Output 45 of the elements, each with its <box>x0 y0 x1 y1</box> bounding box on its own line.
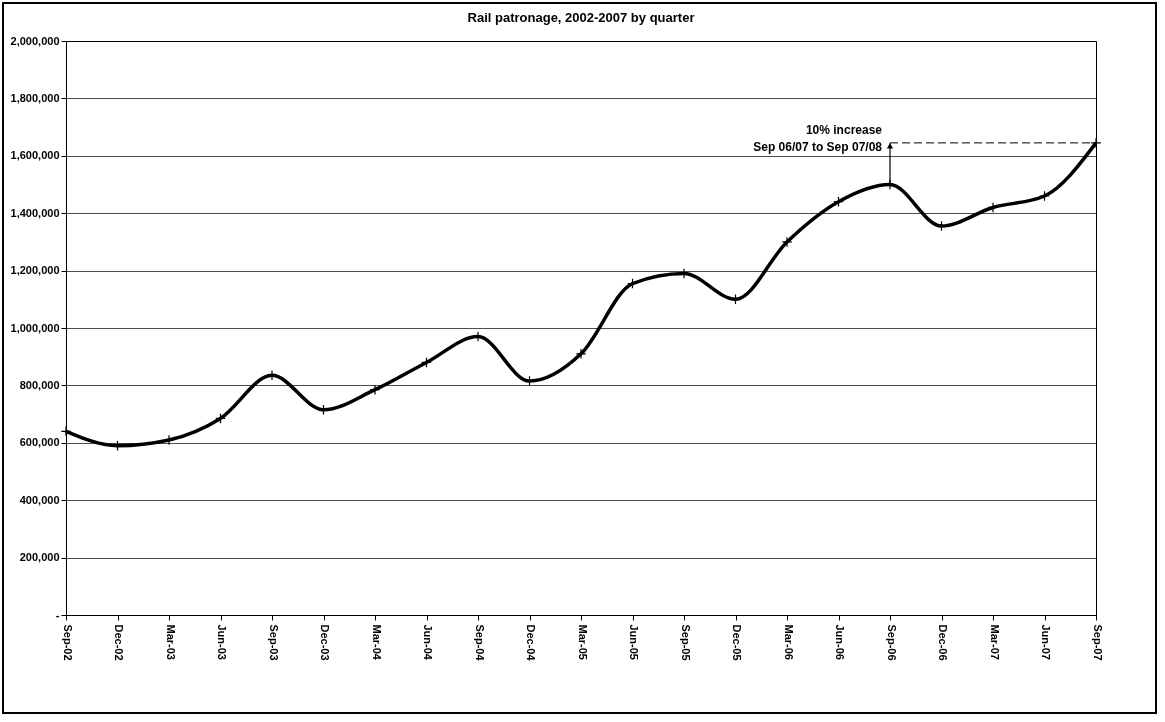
x-tick-label: Sep-03 <box>267 624 280 661</box>
point <box>575 348 587 360</box>
x-tick-label: Jun-07 <box>1040 624 1052 660</box>
x-tick-label: Jun-03 <box>216 624 228 660</box>
x-tick-label: Sep-05 <box>679 624 692 661</box>
x-tick-label: Sep-06 <box>885 624 898 661</box>
point <box>60 425 72 437</box>
point <box>1039 190 1050 202</box>
point <box>215 413 226 424</box>
x-tick-label: Dec-03 <box>319 624 331 661</box>
point <box>369 384 381 396</box>
x-tick-label: Mar-05 <box>576 624 589 660</box>
point <box>421 357 432 368</box>
x-tick-label: Jun-05 <box>628 624 640 660</box>
y-tick-label: - <box>55 608 60 621</box>
x-tick-label: Mar-06 <box>782 624 795 660</box>
x-tick-label: Sep-07 <box>1091 624 1104 661</box>
annotation: 10% increase Sep 06/07 to Sep 07/08 <box>753 122 883 154</box>
x-tick-label: Dec-06 <box>937 624 949 661</box>
y-tick-label: 600,000 <box>19 436 60 449</box>
y-tick-label: 2,000,000 <box>10 34 60 47</box>
x-tick-label: Sep-04 <box>473 624 486 662</box>
y-tick-label: 400,000 <box>19 493 60 506</box>
y-tick-label: 800,000 <box>19 378 60 391</box>
y-tick-label: 1,000,000 <box>10 321 60 334</box>
y-tick-label: 1,600,000 <box>10 149 60 162</box>
y-tick-label: 1,800,000 <box>10 91 60 104</box>
x-tick-label: Sep-02 <box>61 624 74 661</box>
x-tick-label: Mar-03 <box>164 624 177 660</box>
point <box>833 196 844 208</box>
x-tick-label: Dec-04 <box>525 624 537 662</box>
chart-title: Rail patronage, 2002-2007 by quarter <box>467 10 695 25</box>
y-tick-label: 1,200,000 <box>10 264 60 277</box>
y-tick-label: 1,400,000 <box>10 206 60 219</box>
x-tick-label: Mar-07 <box>988 624 1001 660</box>
point <box>1090 137 1102 149</box>
x-tick-label: Dec-05 <box>731 624 743 661</box>
x-tick-label: Dec-02 <box>113 624 125 661</box>
point <box>987 202 999 213</box>
point <box>627 278 638 289</box>
x-tick-label: Jun-04 <box>422 624 434 661</box>
x-tick-label: Jun-06 <box>834 624 846 660</box>
x-tick-label: Mar-04 <box>370 624 383 661</box>
y-tick-label: 200,000 <box>19 551 60 564</box>
point <box>781 236 793 248</box>
